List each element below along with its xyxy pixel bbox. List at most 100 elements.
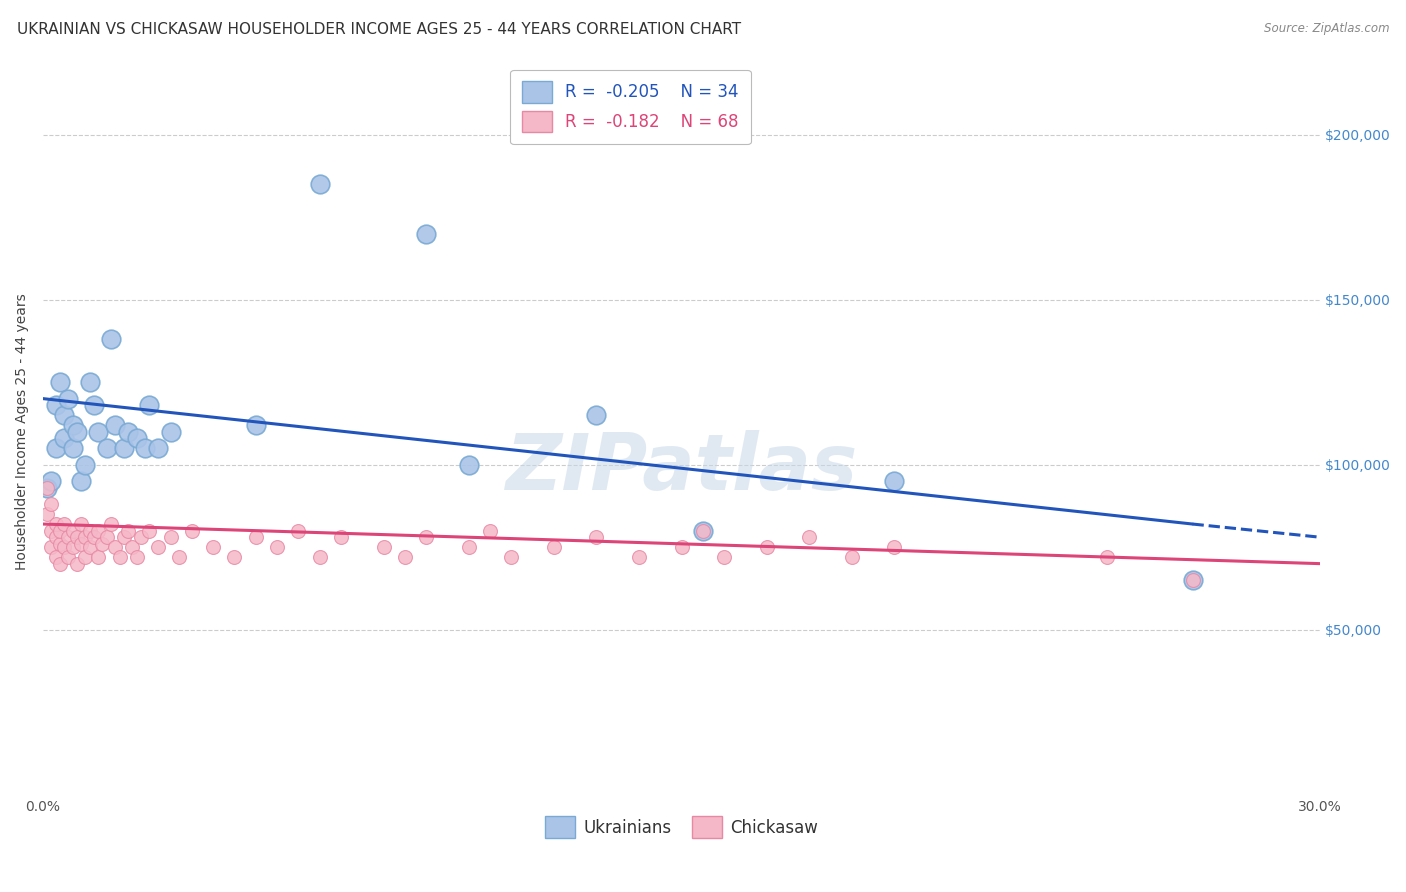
Point (66, 557, 89, 571)
Point (287, 524, 309, 538)
Point (49, 524, 72, 538)
Point (159, 530, 181, 544)
Point (49, 537, 72, 551)
Point (83, 530, 105, 544)
Point (138, 398, 160, 412)
Point (70, 516, 93, 531)
Point (266, 540, 288, 554)
Point (1097, 549, 1119, 564)
Point (121, 540, 143, 554)
Point (415, 530, 437, 544)
Point (394, 549, 416, 564)
Point (45, 530, 67, 544)
Point (329, 530, 352, 544)
Point (53, 516, 76, 531)
Point (37, 481, 59, 495)
Point (37, 507, 59, 521)
Point (167, 549, 190, 564)
Point (134, 441, 156, 455)
Point (87, 524, 110, 538)
Point (45, 398, 67, 412)
Point (79, 540, 101, 554)
Point (146, 441, 169, 455)
Point (49, 375, 72, 389)
Point (58, 549, 80, 564)
Point (138, 524, 160, 538)
Point (585, 408, 607, 422)
Point (79, 524, 101, 538)
Point (45, 549, 67, 564)
Point (104, 540, 127, 554)
Point (53, 540, 76, 554)
Point (543, 540, 565, 554)
Point (62, 524, 84, 538)
Point (117, 425, 139, 439)
Point (62, 540, 84, 554)
Point (53, 408, 76, 422)
Point (501, 549, 523, 564)
Point (75, 530, 97, 544)
Point (202, 540, 225, 554)
Text: Source: ZipAtlas.com: Source: ZipAtlas.com (1264, 22, 1389, 36)
Point (224, 549, 246, 564)
Point (104, 417, 127, 432)
Text: UKRAINIAN VS CHICKASAW HOUSEHOLDER INCOME AGES 25 - 44 YEARS CORRELATION CHART: UKRAINIAN VS CHICKASAW HOUSEHOLDER INCOM… (17, 22, 741, 37)
Point (692, 524, 714, 538)
Point (58, 530, 80, 544)
Point (1181, 573, 1204, 587)
Point (45, 516, 67, 531)
Point (70, 537, 93, 551)
Point (125, 431, 148, 445)
Point (671, 540, 693, 554)
Point (117, 524, 139, 538)
Point (100, 332, 122, 346)
Point (112, 530, 135, 544)
Point (627, 549, 650, 564)
Point (96, 530, 118, 544)
Point (41, 497, 63, 511)
Point (58, 392, 80, 406)
Point (245, 417, 267, 432)
Point (41, 474, 63, 488)
Point (457, 540, 479, 554)
Point (66, 530, 89, 544)
Point (66, 425, 89, 439)
Point (373, 540, 395, 554)
Point (692, 524, 714, 538)
Point (87, 425, 110, 439)
Point (108, 549, 131, 564)
Point (457, 458, 479, 472)
Legend: Ukrainians, Chickasaw: Ukrainians, Chickasaw (538, 810, 824, 845)
Point (53, 431, 76, 445)
Point (799, 530, 821, 544)
Point (49, 557, 72, 571)
Point (146, 540, 169, 554)
Point (308, 177, 330, 191)
Point (75, 458, 97, 472)
Point (159, 425, 181, 439)
Point (245, 530, 267, 544)
Text: ZIPatlas: ZIPatlas (505, 430, 858, 506)
Point (112, 441, 135, 455)
Point (45, 441, 67, 455)
Point (841, 549, 863, 564)
Point (41, 524, 63, 538)
Point (883, 474, 905, 488)
Point (91, 537, 114, 551)
Point (62, 441, 84, 455)
Point (129, 530, 152, 544)
Point (585, 530, 607, 544)
Point (70, 474, 93, 488)
Point (755, 540, 778, 554)
Point (75, 549, 97, 564)
Point (87, 549, 110, 564)
Point (180, 524, 202, 538)
Point (308, 549, 330, 564)
Point (41, 540, 63, 554)
Point (62, 417, 84, 432)
Point (125, 549, 148, 564)
Point (100, 516, 122, 531)
Point (83, 398, 105, 412)
Point (1181, 573, 1204, 587)
Point (96, 441, 118, 455)
